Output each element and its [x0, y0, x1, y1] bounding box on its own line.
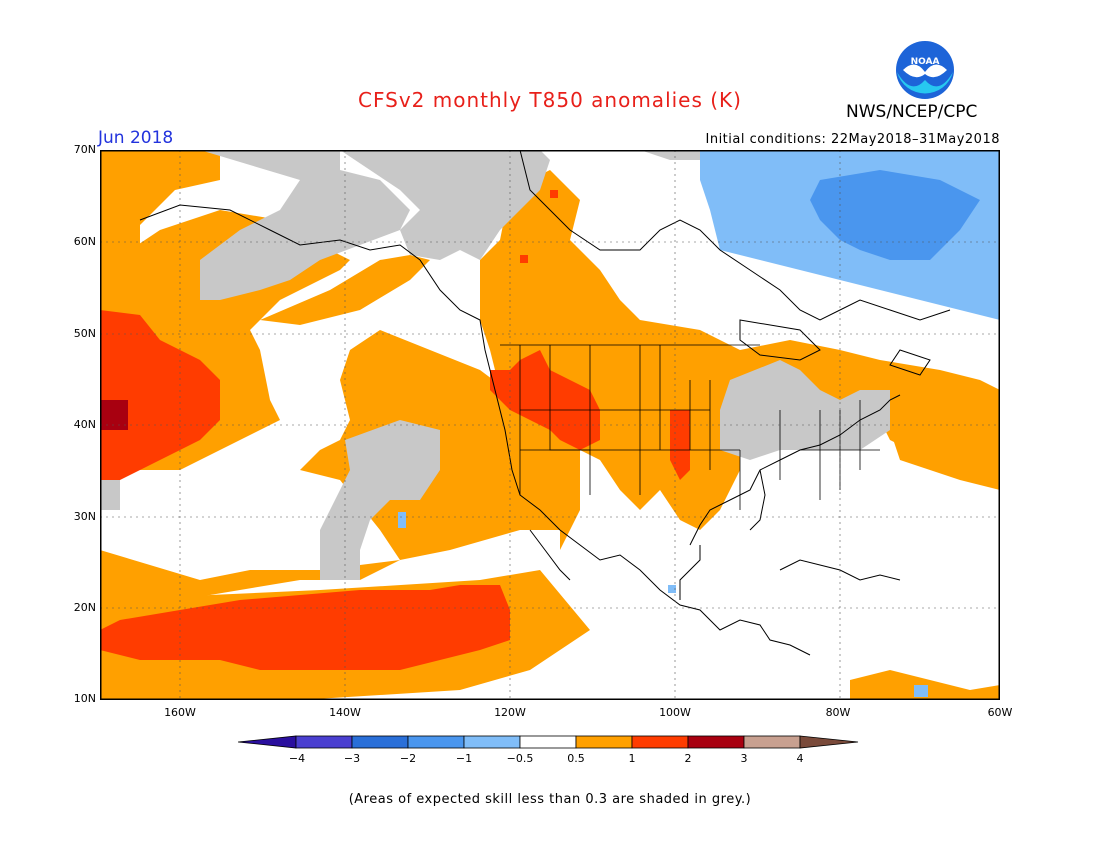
- lon-label: 160W: [164, 706, 196, 719]
- lon-label: 100W: [659, 706, 691, 719]
- lat-label: 50N: [73, 327, 96, 340]
- colorbar-label: −2: [399, 752, 417, 765]
- anomaly-map: [100, 150, 1000, 700]
- colorbar-label: −3: [343, 752, 361, 765]
- colorbar-segment: [743, 735, 801, 749]
- colorbar-label: 0.5: [567, 752, 585, 765]
- colorbar: [238, 735, 859, 749]
- lon-label: 140W: [329, 706, 361, 719]
- lat-label: 70N: [73, 143, 96, 156]
- lat-label: 60N: [73, 235, 96, 248]
- colorbar-segment: [631, 735, 689, 749]
- colorbar-segment: [351, 735, 409, 749]
- lon-label: 80W: [825, 706, 851, 719]
- colorbar-segment: [575, 735, 633, 749]
- colorbar-label: −4: [288, 752, 306, 765]
- colorbar-segment: [463, 735, 521, 749]
- colorbar-label: 4: [796, 752, 804, 765]
- chart-title: CFSv2 monthly T850 anomalies (K): [358, 88, 742, 112]
- lon-label: 120W: [494, 706, 526, 719]
- svg-text:NOAA: NOAA: [911, 57, 940, 67]
- lat-label: 30N: [73, 510, 96, 523]
- colorbar-label: 1: [628, 752, 636, 765]
- valid-month-label: Jun 2018: [98, 128, 174, 148]
- colorbar-segment: [519, 735, 577, 749]
- organization-label: NWS/NCEP/CPC: [846, 102, 978, 122]
- initial-conditions-label: Initial conditions: 22May2018–31May2018: [705, 132, 1000, 147]
- colorbar-label: −0.5: [506, 752, 534, 765]
- anomaly-1-to-2: [100, 190, 690, 670]
- colorbar-segment: [687, 735, 745, 749]
- map-frame: [100, 150, 1000, 700]
- lat-label: 40N: [73, 418, 96, 431]
- colorbar-label: 3: [740, 752, 748, 765]
- colorbar-segment: [295, 735, 353, 749]
- colorbar-arrow-low: [238, 735, 297, 749]
- anomaly-minus-2-to-minus-1: [810, 170, 980, 260]
- political-borders: [500, 344, 880, 510]
- footnote: (Areas of expected skill less than 0.3 a…: [348, 792, 752, 807]
- lon-label: 60W: [987, 706, 1013, 719]
- low-skill-grey: [100, 150, 890, 620]
- colorbar-arrow-high: [799, 735, 859, 749]
- colorbar-segment: [407, 735, 465, 749]
- graticule: [100, 150, 1000, 700]
- colorbar-label: 2: [684, 752, 692, 765]
- anomaly-2-to-3: [100, 400, 128, 430]
- lat-label: 20N: [73, 601, 96, 614]
- colorbar-label: −1: [455, 752, 473, 765]
- lat-label: 10N: [73, 692, 96, 705]
- noaa-logo-icon: NOAA: [896, 41, 954, 99]
